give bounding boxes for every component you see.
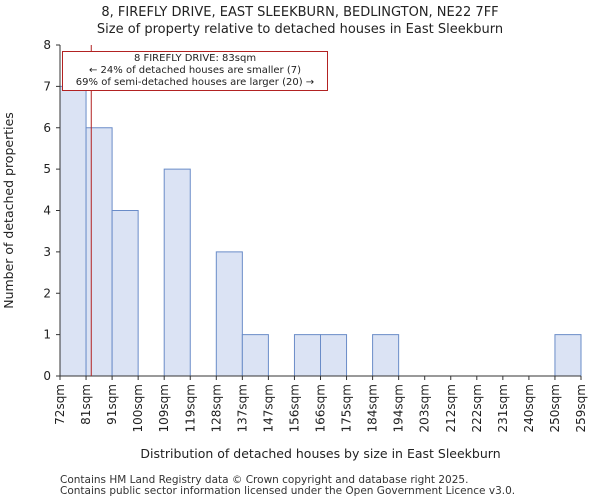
annotation-box: 8 FIREFLY DRIVE: 83sqm ← 24% of detached…	[62, 51, 328, 91]
footer-line-1: Contains HM Land Registry data © Crown c…	[60, 474, 469, 486]
y-tick-label-3: 3	[43, 245, 51, 259]
x-tick-label-203sqm: 203sqm	[418, 384, 432, 432]
bar-72sqm	[59, 85, 87, 377]
bar-166sqm	[320, 334, 348, 377]
x-tick-label-81sqm: 81sqm	[79, 384, 93, 425]
x-tick-label-137sqm: 137sqm	[235, 384, 249, 432]
x-tick-label-128sqm: 128sqm	[209, 384, 223, 432]
bar-91sqm	[111, 210, 139, 377]
bar-156sqm	[293, 334, 322, 377]
y-axis-label: Number of detached properties	[1, 112, 16, 309]
y-tick-label-0: 0	[43, 369, 51, 383]
x-tick-label-119sqm: 119sqm	[183, 384, 197, 432]
chart-title-line-1: 8, FIREFLY DRIVE, EAST SLEEKBURN, BEDLIN…	[101, 5, 499, 20]
y-tick-label-6: 6	[43, 121, 51, 135]
y-tick-label-5: 5	[43, 162, 51, 176]
x-axis-label: Distribution of detached houses by size …	[140, 446, 500, 461]
x-tick-label-240sqm: 240sqm	[522, 384, 536, 432]
x-tick-label-222sqm: 222sqm	[470, 384, 484, 432]
x-tick-label-147sqm: 147sqm	[261, 384, 275, 432]
bar-128sqm	[215, 251, 243, 377]
x-tick-label-109sqm: 109sqm	[157, 384, 171, 432]
chart-title-line-2: Size of property relative to detached ho…	[96, 22, 504, 37]
bar-81sqm	[85, 127, 113, 377]
x-tick-label-184sqm: 184sqm	[366, 384, 380, 432]
x-tick-label-91sqm: 91sqm	[105, 384, 119, 425]
y-tick-label-4: 4	[43, 204, 51, 218]
y-tick-label-8: 8	[43, 38, 51, 52]
x-tick-label-212sqm: 212sqm	[444, 384, 458, 432]
x-tick-label-156sqm: 156sqm	[287, 384, 301, 432]
x-tick-label-194sqm: 194sqm	[392, 384, 406, 432]
x-tick-label-250sqm: 250sqm	[548, 384, 562, 432]
x-tick-label-259sqm: 259sqm	[574, 384, 588, 432]
y-tick-label-7: 7	[43, 79, 51, 93]
bar-137sqm	[241, 334, 269, 377]
x-tick-label-231sqm: 231sqm	[496, 384, 510, 432]
bar-250sqm	[554, 334, 582, 377]
annotation-line-3: 69% of semi-detached houses are larger (…	[75, 77, 315, 88]
x-tick-label-166sqm: 166sqm	[314, 384, 328, 432]
x-tick-label-72sqm: 72sqm	[53, 384, 67, 425]
y-tick-label-2: 2	[43, 286, 51, 300]
y-tick-label-1: 1	[43, 328, 51, 342]
x-tick-label-100sqm: 100sqm	[131, 384, 145, 432]
bar-109sqm	[163, 168, 191, 377]
footer-line-2: Contains public sector information licen…	[60, 485, 516, 497]
annotation-line-1: 8 FIREFLY DRIVE: 83sqm	[133, 53, 257, 64]
annotation-line-2: ← 24% of detached houses are smaller (7)	[89, 65, 301, 76]
x-tick-label-175sqm: 175sqm	[340, 384, 354, 432]
bar-184sqm	[372, 334, 400, 377]
